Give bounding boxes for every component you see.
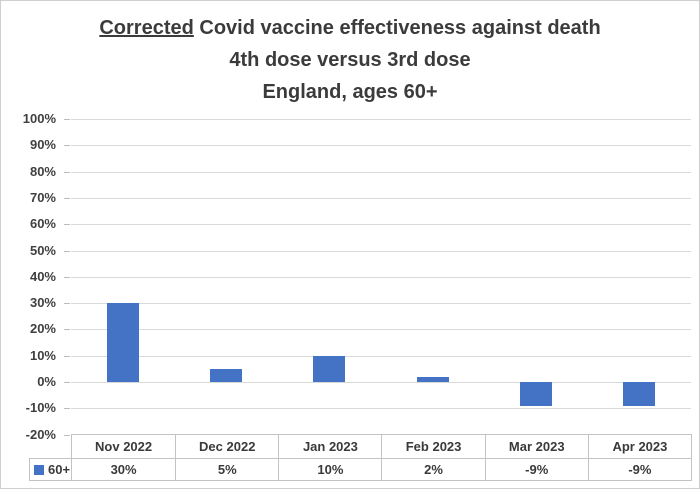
y-axis-tick	[64, 382, 70, 383]
y-axis-tick	[64, 145, 70, 147]
y-gridline	[71, 224, 691, 226]
table-value-cell: 2%	[381, 459, 484, 480]
bar-mar-2023	[520, 382, 552, 406]
y-gridline	[71, 329, 691, 331]
chart-title-line-2: 4th dose versus 3rd dose	[229, 49, 471, 71]
table-value-cell: 30%	[110, 462, 137, 477]
y-gridline	[71, 382, 691, 383]
y-gridline	[71, 250, 691, 252]
legend-key-swatch-icon	[34, 464, 44, 475]
legend: 60+	[29, 458, 71, 481]
y-axis-label: -10%	[25, 400, 56, 416]
y-axis-tick	[64, 276, 70, 278]
table-header-cell: Mar 2023	[484, 435, 588, 459]
chart-title-line-1-rest: Covid vaccine effectiveness against deat…	[193, 17, 601, 39]
y-gridline	[71, 303, 691, 305]
legend-series-label: 60+	[48, 462, 71, 477]
table-header-cell: Dec 2022	[175, 435, 279, 459]
table-header-cell: Nov 2022	[72, 435, 176, 459]
table-value-cell: -9%	[587, 459, 691, 480]
table-value-cell: 10%	[278, 459, 381, 480]
y-axis-label: 90%	[29, 137, 56, 153]
y-axis-label: 70%	[29, 189, 56, 205]
data-table: Nov 2022 Dec 2022 Jan 2023 Feb 2023 Mar 2023…	[71, 434, 692, 481]
chart-title-line-1: Corrected Covid vaccine effectiveness ag…	[1, 12, 699, 44]
y-axis-label: 20%	[29, 321, 56, 337]
table-header-cell: Apr 2023	[587, 435, 691, 459]
table-header-cell: Jan 2023	[278, 435, 382, 459]
y-axis-tick	[64, 171, 70, 173]
y-axis-tick	[64, 250, 70, 252]
y-axis-tick	[64, 224, 70, 226]
y-gridline	[71, 119, 691, 120]
y-gridline	[71, 276, 691, 278]
bar-jan-2023	[313, 355, 346, 382]
y-gridline	[71, 408, 691, 410]
y-axis-label: 50%	[29, 242, 56, 258]
chart-title-line-3: England, ages 60+	[262, 81, 438, 103]
y-axis-label: 30%	[29, 295, 56, 311]
y-axis-label: 60%	[29, 216, 56, 232]
y-axis-tick	[64, 408, 70, 410]
bar-nov-2022	[106, 303, 139, 382]
y-axis-label: 10%	[29, 347, 56, 363]
y-axis-tick	[64, 355, 70, 357]
chart-title: Corrected Covid vaccine effectiveness ag…	[1, 12, 699, 108]
chart-title-underlined-word: Corrected	[99, 17, 194, 39]
bar-dec-2022	[210, 368, 242, 382]
table-header-cell: Feb 2023	[381, 435, 485, 459]
table-value-cell: 5%	[175, 459, 278, 480]
y-axis-label: 100%	[22, 111, 56, 126]
y-axis-label: 0%	[37, 374, 56, 389]
table-value-cell: -9%	[484, 459, 588, 480]
y-gridline	[71, 171, 691, 173]
y-axis-label: 40%	[29, 268, 56, 284]
bar-apr-2023	[623, 382, 656, 406]
y-axis-label: 80%	[29, 163, 56, 179]
y-gridline	[71, 355, 691, 357]
y-axis-tick	[64, 303, 70, 305]
y-axis-tick	[64, 197, 70, 199]
y-axis-tick	[64, 329, 70, 331]
y-gridline	[71, 197, 691, 199]
y-axis-tick	[64, 434, 70, 436]
y-axis-label: -20%	[25, 426, 56, 442]
y-gridline	[71, 145, 691, 147]
y-axis-tick	[64, 119, 70, 120]
bar-feb-2023	[416, 376, 449, 382]
